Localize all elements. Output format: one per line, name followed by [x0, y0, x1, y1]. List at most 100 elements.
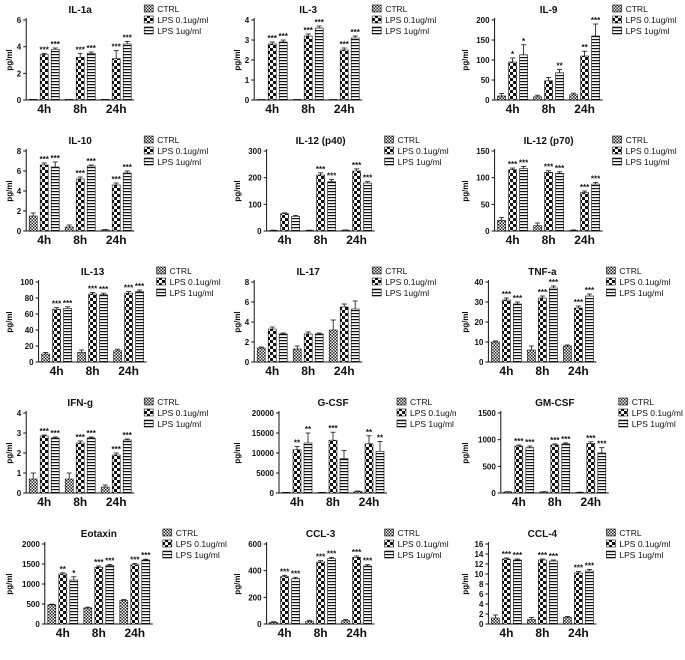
x-tick-label: 24h	[580, 495, 601, 509]
bar	[563, 345, 572, 363]
legend-swatch	[396, 397, 407, 406]
bar	[341, 620, 350, 625]
bar	[39, 54, 49, 101]
significance-label: ***	[40, 427, 50, 436]
y-tick-label: 4	[17, 43, 22, 52]
legend-swatch	[606, 277, 616, 286]
legend-swatch	[384, 135, 394, 144]
bar	[544, 80, 553, 101]
significance-label: ***	[585, 562, 595, 571]
significance-label: ***	[508, 160, 518, 169]
significance-label: ***	[580, 183, 590, 192]
y-tick-label: 10000	[252, 449, 275, 458]
legend-swatch	[612, 157, 622, 166]
y-tick-label: 0	[17, 489, 22, 498]
y-tick-label: 1000	[22, 580, 40, 589]
bar	[64, 478, 74, 494]
y-tick-label: 0	[245, 96, 250, 105]
x-tick-label: 4h	[50, 364, 64, 378]
significance-label: **	[366, 428, 373, 437]
significance-label: **	[556, 62, 563, 71]
y-tick-label: 8	[245, 278, 250, 287]
legend-swatch	[162, 528, 173, 537]
y-tick-label: 4	[17, 409, 22, 418]
significance-label: ***	[76, 45, 86, 54]
y-tick-label: 150	[476, 36, 490, 45]
legend-label: CTRL	[619, 528, 641, 538]
legend-swatch	[162, 550, 173, 559]
x-tick-label: 4h	[506, 102, 520, 116]
y-tick-label: 1500	[478, 409, 496, 418]
y-tick-label: 6	[17, 167, 22, 176]
bar	[550, 444, 560, 494]
significance-label: ***	[514, 437, 524, 446]
y-tick-label: 100	[476, 56, 490, 65]
y-tick-label: 500	[26, 600, 40, 609]
bar	[563, 617, 572, 625]
x-tick-label: 24h	[334, 364, 355, 378]
y-tick-label: 10	[474, 338, 483, 347]
bar	[141, 559, 151, 625]
bar	[256, 99, 266, 101]
bar	[555, 72, 564, 101]
legend-swatch	[606, 288, 616, 297]
y-tick-label: 0	[485, 227, 490, 236]
chart-panel-10: G-CSF pg/ml 0 5000 10000 15000 20000 ** ** 4h *** 8…	[228, 393, 461, 529]
legend-label: CTRL	[157, 4, 179, 14]
legend-swatch	[384, 528, 394, 537]
x-tick-label: 8h	[301, 102, 315, 116]
y-tick-label: 40	[474, 278, 483, 287]
chart-svg: IL-9pg/ml050100150200**4h**8h*****24hCTR…	[461, 4, 677, 116]
chart-title: IL-9	[540, 5, 558, 16]
significance-label: ***	[525, 438, 535, 447]
y-tick-label: 4	[479, 600, 484, 609]
x-tick-label: 24h	[568, 626, 589, 640]
significance-label: ***	[87, 429, 97, 438]
x-tick-label: 8h	[92, 626, 106, 640]
x-tick-label: 8h	[73, 495, 87, 509]
legend-label: LPS 0.1ug/ml	[170, 277, 221, 287]
bar	[111, 58, 121, 101]
bar	[591, 35, 600, 101]
significance-label: ***	[544, 163, 554, 172]
legend-label: LPS 0.1ug/ml	[626, 15, 677, 25]
significance-label: ***	[304, 26, 314, 35]
legend-swatch	[143, 26, 154, 35]
chart-panel-8: TNF-a pg/ml 0 10 20 30 40 *** *** 4h *** *** 8h *** **…	[456, 262, 684, 398]
y-tick-label: 2	[17, 69, 22, 78]
bar	[75, 442, 85, 494]
significance-label: ***	[327, 172, 337, 181]
y-tick-label: 50	[481, 200, 490, 209]
chart-panel-12: Eotaxin pg/ml 0 500 1000 1500 2000 ** * 4h *** *** 8…	[0, 524, 228, 660]
legend-label: LPS 1ug/ml	[170, 288, 214, 298]
x-tick-label: 8h	[73, 233, 87, 247]
chart-panel-13: CCL-3 pg/ml 0 200 400 600 *** *** 4h *** *** 8h *** *…	[228, 524, 456, 660]
bar	[339, 458, 349, 494]
bar	[122, 439, 132, 494]
significance-label: ***	[76, 433, 86, 442]
y-tick-label: 2	[479, 610, 484, 619]
y-tick-label: 1500	[22, 560, 40, 569]
significance-label: ***	[268, 34, 278, 43]
significance-label: ***	[99, 285, 109, 294]
legend-swatch	[612, 4, 622, 13]
y-tick-label: 500	[482, 462, 496, 471]
legend-label: CTRL	[619, 266, 641, 276]
bar	[88, 293, 97, 363]
bar	[122, 172, 132, 232]
bar	[316, 561, 325, 625]
significance-label: ***	[591, 16, 601, 25]
legend-label: CTRL	[626, 4, 648, 14]
bar	[352, 170, 361, 232]
x-tick-label: 24h	[574, 102, 595, 116]
significance-label: *	[511, 50, 515, 59]
y-tick-label: 14	[474, 550, 483, 559]
significance-label: ***	[63, 299, 73, 308]
bar	[305, 621, 314, 625]
bar	[278, 333, 288, 363]
